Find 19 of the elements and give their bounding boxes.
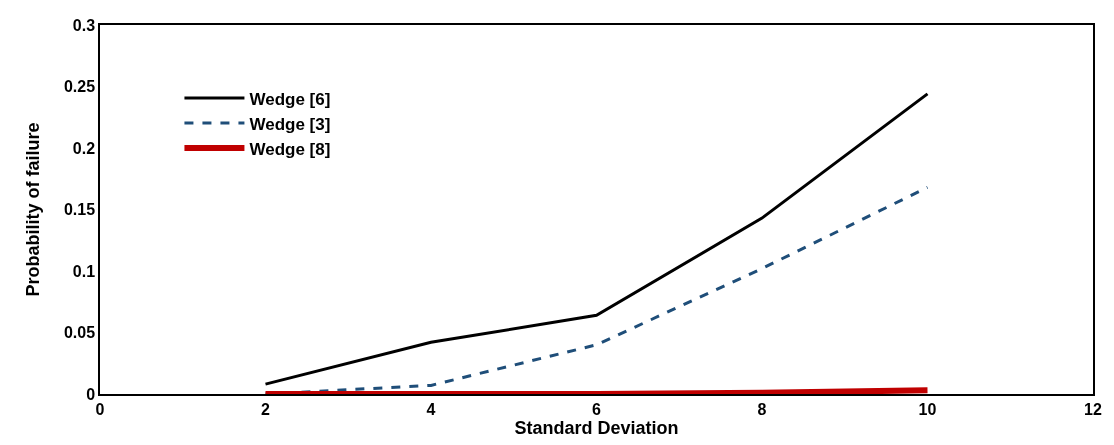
y-tick-label: 0.15 [63, 201, 96, 219]
y-tick-label: 0 [86, 385, 96, 403]
legend-label: Wedge [3] [249, 114, 331, 134]
y-tick-label: 0.05 [63, 324, 96, 342]
x-tick-label: 10 [918, 400, 937, 418]
y-axis-title: Probability of failure [22, 122, 43, 297]
legend-label: Wedge [6] [249, 89, 331, 109]
x-tick-label: 4 [426, 400, 436, 418]
y-tick-label: 0.1 [72, 262, 96, 280]
x-tick-label: 12 [1084, 400, 1102, 418]
x-axis-title: Standard Deviation [514, 417, 679, 438]
x-tick-label: 8 [757, 400, 767, 418]
y-tick-label: 0.25 [63, 78, 96, 96]
legend-label: Wedge [8] [249, 139, 331, 159]
line-series [264, 185, 929, 394]
y-tick-label: 0.2 [72, 139, 96, 157]
x-tick-label: 6 [592, 400, 602, 418]
x-tick-label: 2 [261, 400, 271, 418]
y-tick-label: 0.3 [72, 16, 96, 34]
